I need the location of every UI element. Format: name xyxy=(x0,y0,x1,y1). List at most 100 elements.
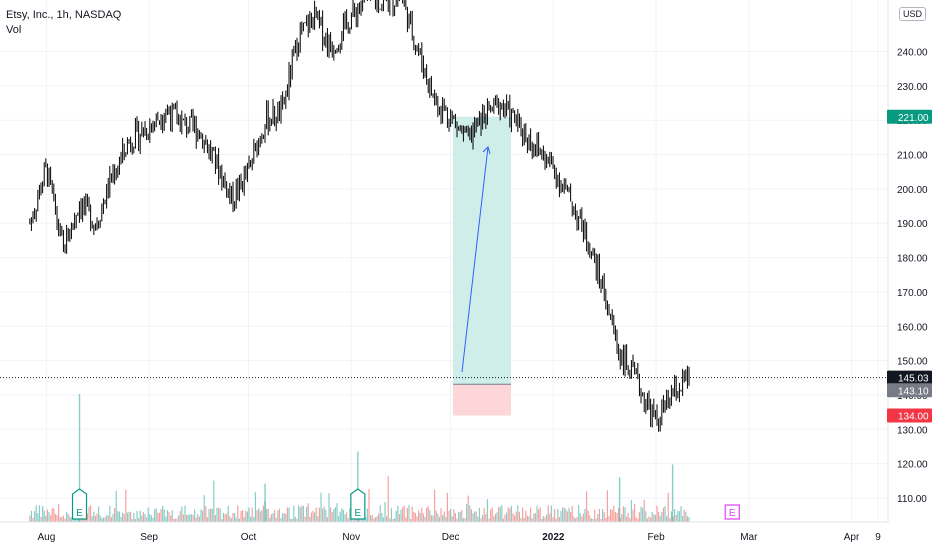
volume-bar xyxy=(43,510,45,522)
volume-bar xyxy=(101,518,103,522)
volume-bar xyxy=(376,516,378,522)
volume-bar xyxy=(197,513,199,522)
volume-bar xyxy=(443,511,445,522)
projection-arrow xyxy=(461,146,489,373)
volume-bar xyxy=(258,508,260,522)
volume-bar xyxy=(48,512,50,522)
volume-bar xyxy=(674,509,676,522)
volume-bar xyxy=(37,513,39,522)
volume-bar xyxy=(346,512,348,522)
volume-bar xyxy=(67,514,69,522)
profit-zone xyxy=(453,116,511,385)
volume-bar xyxy=(246,511,249,522)
volume-bar xyxy=(320,492,322,522)
volume-bar xyxy=(610,509,612,522)
volume-bar xyxy=(592,518,594,522)
price-axis-bg xyxy=(888,0,932,550)
volume-bar xyxy=(520,518,522,522)
earnings-marker: E xyxy=(724,504,740,520)
volume-bar xyxy=(461,510,463,522)
volume-bar xyxy=(288,507,290,522)
volume-spike xyxy=(357,451,359,522)
volume-bar xyxy=(234,513,236,522)
volume-bar xyxy=(560,511,562,522)
volume-bar xyxy=(669,518,671,522)
volume-bar xyxy=(398,514,401,522)
volume-bar xyxy=(510,505,513,522)
volume-bar xyxy=(187,514,189,522)
price-tick-label: 170.00 xyxy=(897,288,928,299)
volume-bar xyxy=(608,515,610,522)
volume-bar xyxy=(498,507,500,522)
volume-bar xyxy=(88,506,90,522)
volume-bar xyxy=(654,514,657,522)
volume-bar xyxy=(659,516,661,522)
volume-bar xyxy=(541,518,543,522)
volume-bar xyxy=(267,508,269,522)
volume-bar xyxy=(290,518,292,522)
chart-legend: Etsy, Inc., 1h, NASDAQ Vol xyxy=(6,8,121,38)
volume-bar xyxy=(91,516,93,522)
volume-bar xyxy=(434,489,436,522)
volume-bar xyxy=(549,513,551,522)
volume-bar xyxy=(61,516,63,522)
time-tick-label: Dec xyxy=(442,532,460,543)
volume-bar xyxy=(45,515,47,522)
volume-bar xyxy=(325,509,327,522)
volume-bar xyxy=(178,515,180,522)
volume-bar xyxy=(584,508,586,522)
volume-bar xyxy=(32,517,34,522)
volume-bar xyxy=(285,514,287,522)
volume-bar xyxy=(373,518,375,522)
volume-bar xyxy=(155,508,157,522)
volume-bar xyxy=(483,508,485,522)
volume-bar xyxy=(501,505,503,522)
volume-bar xyxy=(589,515,591,522)
volume-indicator-label[interactable]: Vol xyxy=(6,24,22,36)
volume-bar xyxy=(114,507,116,522)
loss-zone xyxy=(453,384,511,416)
volume-bar xyxy=(283,513,285,522)
volume-bar xyxy=(533,513,535,522)
volume-bar xyxy=(238,518,241,522)
price-tick-label: 110.00 xyxy=(897,494,927,505)
volume-bar xyxy=(581,516,583,522)
volume-bar xyxy=(198,516,201,522)
volume-bar xyxy=(406,507,409,522)
volume-bar xyxy=(272,513,274,522)
volume-bar xyxy=(442,515,444,522)
volume-bar xyxy=(190,514,193,522)
volume-bar xyxy=(98,506,100,522)
volume-bar xyxy=(229,515,231,522)
volume-bar xyxy=(136,511,138,522)
volume-bar xyxy=(459,511,461,522)
volume-spike xyxy=(618,477,621,522)
volume-bar xyxy=(648,516,650,522)
earnings-badge xyxy=(71,488,88,520)
volume-bar xyxy=(467,495,469,522)
volume-bar xyxy=(75,517,77,522)
volume-bar xyxy=(445,516,447,522)
volume-bar xyxy=(678,511,681,522)
volume-bar xyxy=(626,516,628,522)
volume-bar xyxy=(563,507,565,522)
volume-bar xyxy=(46,509,49,522)
price-tag-text: 221.00 xyxy=(898,113,929,124)
volume-bar xyxy=(115,490,117,522)
volume-bar xyxy=(480,518,482,522)
volume-bar xyxy=(562,507,564,522)
currency-button[interactable]: USD xyxy=(899,7,927,21)
volume-bar xyxy=(522,507,524,522)
volume-bar xyxy=(322,508,324,522)
volume-bar xyxy=(110,517,113,522)
volume-bar xyxy=(426,507,428,522)
volume-bar xyxy=(134,518,137,522)
volume-bar xyxy=(478,507,481,522)
volume-bar xyxy=(298,505,300,522)
volume-bar xyxy=(602,508,604,522)
volume-bar xyxy=(171,510,173,522)
price-axis: 110.00120.00130.00140.00150.00160.00170.… xyxy=(887,0,932,550)
volume-bars xyxy=(29,394,690,522)
volume-bar xyxy=(189,514,191,522)
